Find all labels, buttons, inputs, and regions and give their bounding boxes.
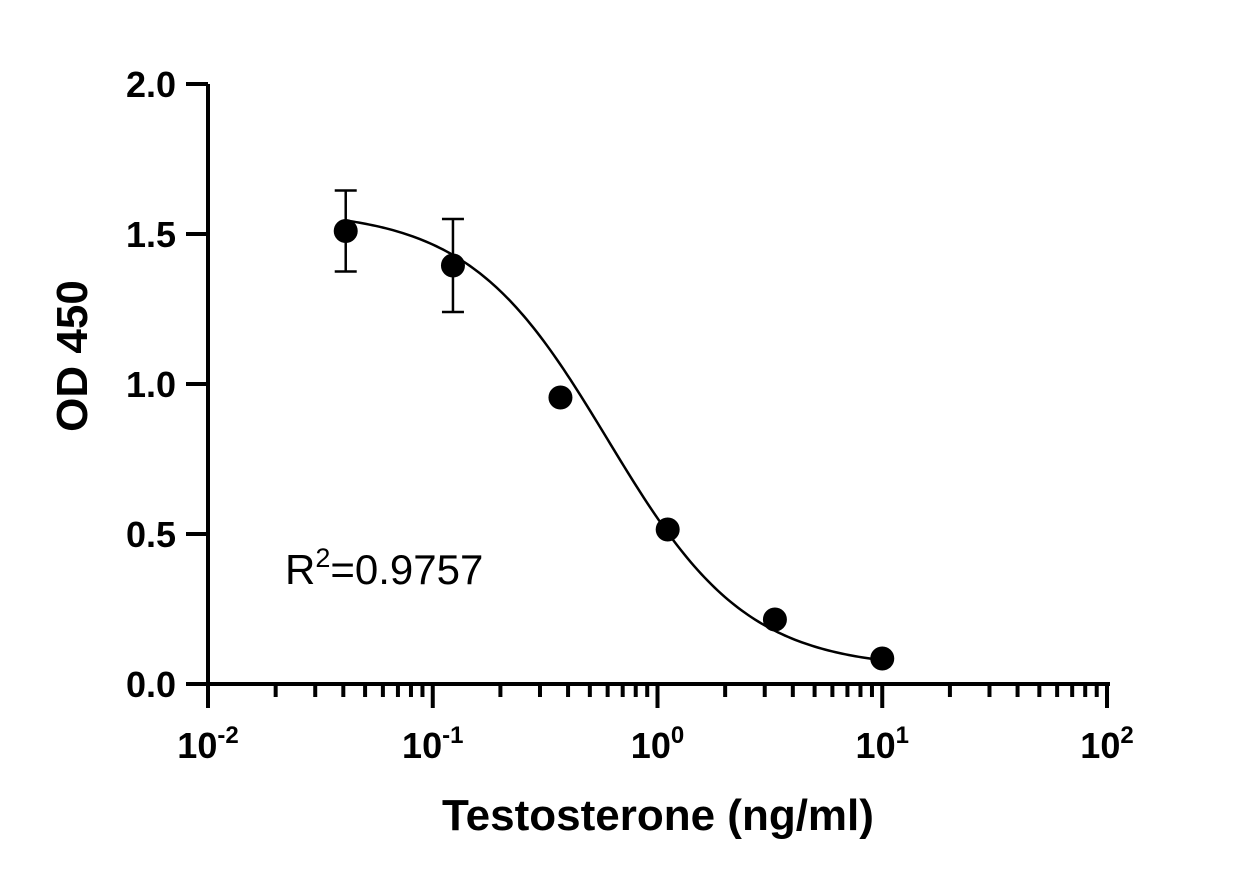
- data-point: [655, 517, 680, 542]
- x-tick-label: 10-1: [402, 722, 463, 766]
- fit-curve: [345, 219, 883, 662]
- x-ticks: 10-2 10-1 100 101 102: [177, 684, 1134, 766]
- x-tick-label: 100: [631, 722, 684, 766]
- data-point: [548, 385, 573, 410]
- axes: [206, 84, 1110, 686]
- data-point: [870, 646, 895, 671]
- y-tick-label: 1.0: [126, 364, 176, 405]
- r-squared-superscript: 2: [315, 543, 330, 573]
- data-point: [762, 607, 787, 632]
- y-tick-label: 0.0: [126, 664, 176, 705]
- r-squared-annotation: R2=0.9757: [285, 543, 483, 593]
- data-points: [333, 219, 895, 671]
- y-tick-label: 1.5: [126, 214, 176, 255]
- data-point: [333, 219, 358, 243]
- y-tick-label: 0.5: [126, 514, 176, 555]
- x-tick-label: 101: [856, 722, 909, 766]
- r-squared-base: R: [285, 546, 315, 593]
- x-tick-label: 10-2: [177, 722, 238, 766]
- y-tick-label: 2.0: [126, 64, 176, 105]
- y-ticks: 0.0 0.5 1.0 1.5 2.0: [126, 64, 208, 705]
- x-axis-title: Testosterone (ng/ml): [442, 791, 874, 840]
- data-point: [440, 253, 465, 278]
- y-axis-title: OD 450: [48, 280, 97, 432]
- r-squared-value: =0.9757: [330, 546, 483, 593]
- x-tick-label: 102: [1080, 722, 1133, 766]
